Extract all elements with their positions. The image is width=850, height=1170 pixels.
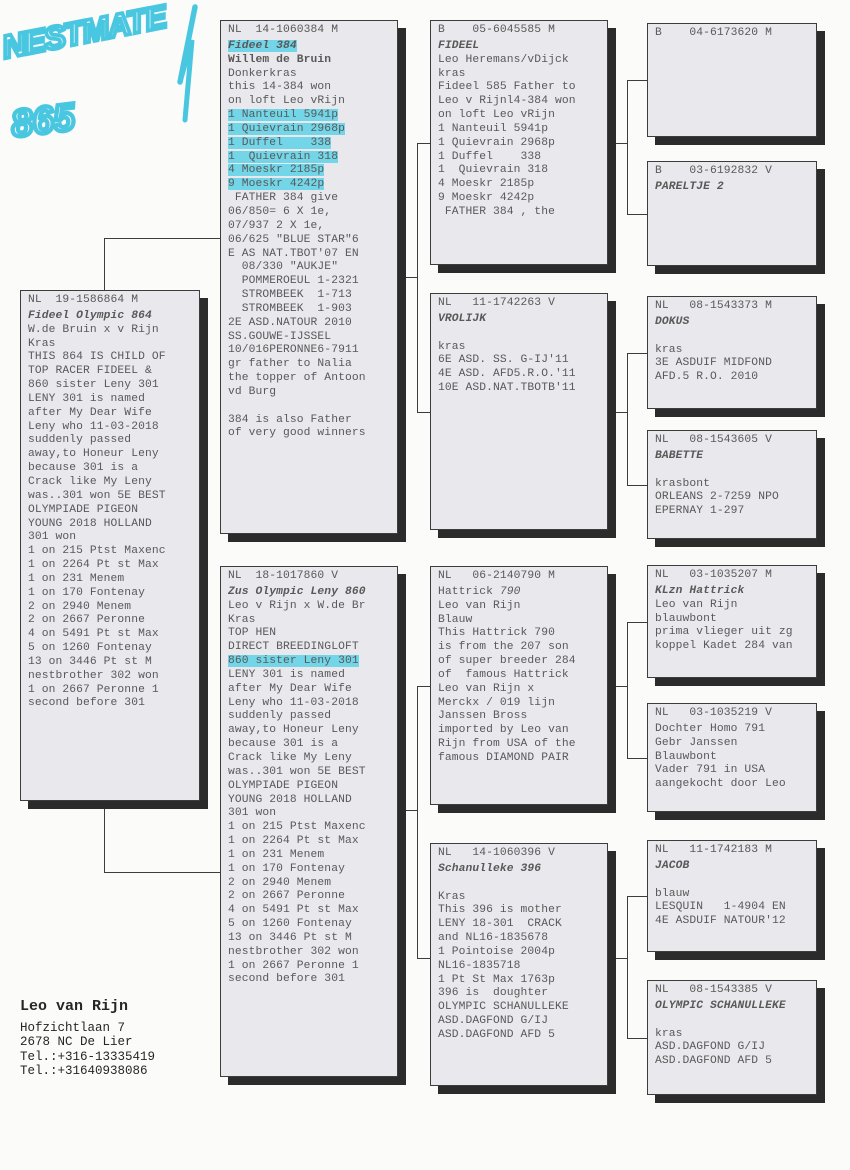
svg-text:865: 865 bbox=[9, 96, 78, 146]
svg-text:NESTMATE: NESTMATE bbox=[0, 0, 171, 65]
